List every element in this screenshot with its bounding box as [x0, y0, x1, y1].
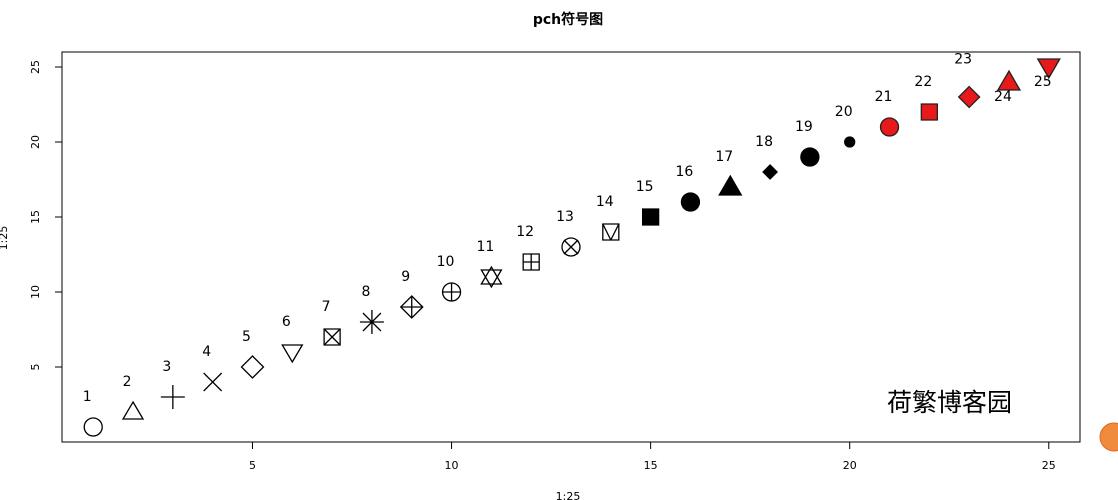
marker-part: [83, 417, 103, 437]
marker-part: [203, 372, 223, 392]
point-marker: [323, 328, 341, 346]
point-marker: [160, 385, 185, 409]
point-label: 13: [556, 209, 574, 225]
point-label: 15: [636, 179, 654, 195]
point-label: 11: [476, 239, 494, 255]
marker-part: [920, 103, 938, 121]
point-label: 20: [835, 104, 853, 120]
x-tick-label: 20: [843, 459, 857, 472]
point-marker: [281, 344, 304, 364]
point-marker: [1036, 58, 1061, 80]
point-label: 10: [437, 254, 455, 270]
point-marker: [879, 117, 900, 137]
point-marker: [602, 223, 620, 241]
point-marker: [203, 372, 223, 392]
marker-part: [281, 344, 304, 364]
point-label: 12: [516, 224, 534, 240]
marker-part: [610, 223, 620, 241]
point-label: 21: [875, 89, 893, 105]
point-label: 8: [361, 284, 370, 300]
point-marker: [121, 400, 145, 420]
x-tick-label: 25: [1042, 459, 1056, 472]
marker-part: [362, 312, 382, 332]
point-marker: [240, 355, 265, 379]
point-marker: [800, 147, 820, 167]
point-label: 23: [954, 52, 972, 68]
marker-part: [480, 269, 503, 289]
marker-part: [957, 85, 981, 109]
point-marker: [718, 174, 743, 196]
point-marker: [957, 85, 981, 109]
point-label: 7: [322, 299, 331, 315]
point-label: 25: [1034, 74, 1052, 90]
marker-part: [641, 208, 660, 226]
point-label: 4: [202, 344, 211, 360]
marker-part: [563, 239, 579, 255]
point-marker: [762, 164, 778, 180]
marker-part: [879, 117, 900, 137]
point-marker: [996, 69, 1022, 91]
y-tick-label: 10: [29, 285, 42, 299]
marker-part: [844, 136, 856, 148]
y-tick-label: 15: [29, 210, 42, 224]
point-label: 24: [994, 89, 1012, 105]
marker-part: [522, 253, 540, 271]
point-marker: [561, 237, 581, 257]
point-marker: [399, 295, 424, 319]
point-label: 2: [123, 374, 132, 390]
point-label: 1: [83, 389, 92, 405]
point-label: 3: [162, 359, 171, 375]
point-label: 9: [401, 269, 410, 285]
marker-part: [240, 355, 265, 379]
point-marker: [641, 208, 660, 226]
point-label: 16: [676, 164, 694, 180]
marker-part: [323, 328, 341, 346]
x-tick-label: 15: [644, 459, 658, 472]
point-label: 14: [596, 194, 614, 210]
watermark: 荷繁博客园: [887, 388, 1012, 417]
x-tick-label: 10: [445, 459, 459, 472]
point-marker: [83, 417, 103, 437]
marker-part: [602, 223, 620, 241]
point-marker: [680, 192, 701, 212]
x-tick-label: 5: [249, 459, 256, 472]
y-tick-label: 25: [29, 60, 42, 74]
marker-part: [800, 147, 820, 167]
y-tick-label: 5: [29, 364, 42, 371]
chart-title: pch符号图: [533, 11, 603, 28]
floating-widget[interactable]: [1099, 422, 1118, 452]
point-label: 22: [914, 74, 932, 90]
point-label: 5: [242, 329, 251, 345]
point-label: 17: [715, 149, 733, 165]
marker-part: [762, 164, 778, 180]
marker-part: [121, 400, 145, 420]
y-axis-label: 1:25: [0, 226, 10, 251]
marker-part: [602, 223, 612, 241]
x-axis-label: 1:25: [556, 490, 581, 500]
marker-part: [680, 192, 701, 212]
point-label: 19: [795, 119, 813, 135]
point-marker: [522, 253, 540, 271]
point-label: 18: [755, 134, 773, 150]
point-label: 6: [282, 314, 291, 330]
marker-part: [480, 265, 503, 285]
point-marker: [920, 103, 938, 121]
marker-part: [718, 174, 743, 196]
marker-part: [1036, 58, 1061, 80]
marker-part: [561, 237, 581, 257]
marker-part: [996, 69, 1022, 91]
point-marker: [844, 136, 856, 148]
point-marker: [359, 310, 384, 334]
point-marker: [441, 282, 462, 302]
point-marker: [480, 265, 503, 289]
y-tick-label: 20: [29, 135, 42, 149]
